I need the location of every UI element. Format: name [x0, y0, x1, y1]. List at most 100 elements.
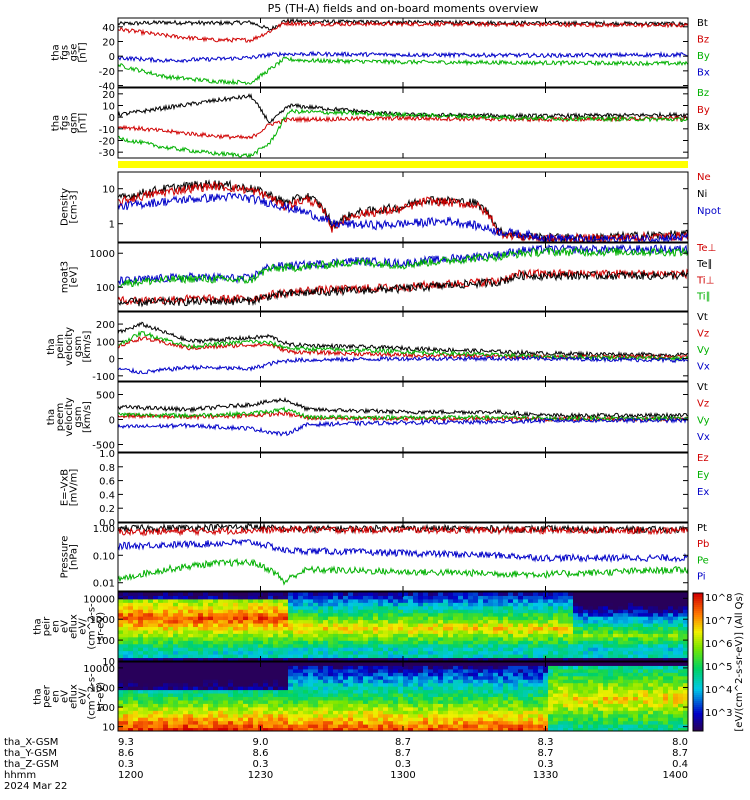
spectrogram-cell [198, 592, 204, 596]
spectrogram-cell [583, 713, 589, 718]
spectrogram-cell [168, 640, 174, 645]
spectrogram-cell [418, 598, 424, 603]
spectrogram-cell [223, 612, 229, 617]
spectrogram-cell [193, 612, 199, 617]
spectrogram-cell [513, 675, 519, 680]
spectrogram-cell [378, 682, 384, 687]
spectrogram-cell [243, 595, 249, 600]
spectrogram-cell [243, 629, 249, 634]
spectrogram-cell [158, 598, 164, 603]
spectrogram-cell [318, 654, 324, 659]
spectrogram-cell [378, 609, 384, 614]
spectrogram-cell [218, 647, 224, 652]
legend-bx: Bx [697, 67, 710, 78]
spectrogram-cell [183, 605, 189, 610]
spectrogram-cell [343, 609, 349, 614]
spectrogram-cell [483, 699, 489, 704]
spectrogram-cell [513, 665, 519, 670]
spectrogram-cell [213, 602, 219, 607]
spectrogram-cell [448, 602, 454, 607]
spectrogram-cell [293, 679, 299, 684]
spectrogram-cell [313, 717, 319, 722]
spectrogram-cell [513, 724, 519, 729]
spectrogram-cell [223, 699, 229, 704]
spectrogram-cell [118, 619, 124, 624]
spectrogram-cell [353, 657, 359, 662]
spectrogram-cell [263, 592, 269, 596]
spectrogram-cell [443, 605, 449, 610]
spectrogram-cell [498, 699, 504, 704]
spectrogram-cell [673, 647, 679, 652]
spectrogram-cell [523, 605, 529, 610]
spectrogram-cell [303, 623, 309, 627]
spectrogram-cell [218, 643, 224, 648]
spectrogram-cell [623, 696, 629, 701]
spectrogram-cell [653, 654, 659, 659]
spectrogram-cell [163, 699, 169, 704]
spectrogram-cell [253, 703, 259, 708]
spectrogram-cell [668, 710, 674, 715]
spectrogram-cell [548, 703, 554, 708]
spectrogram-cell [373, 643, 379, 648]
spectrogram-cell [563, 662, 569, 666]
spectrogram-cell [288, 679, 294, 684]
spectrogram-cell [608, 703, 614, 708]
spectrogram-cell [263, 689, 269, 694]
spectrogram-cell [563, 689, 569, 694]
spectrogram-cell [353, 647, 359, 652]
spectrogram-cell [308, 657, 314, 662]
spectrogram-cell [458, 612, 464, 617]
spectrogram-cell [443, 598, 449, 603]
spectrogram-cell [653, 626, 659, 631]
spectrogram-cell [503, 619, 509, 624]
spectrogram-cell [673, 710, 679, 715]
spectrogram-cell [223, 657, 229, 662]
spectrogram-cell [288, 703, 294, 708]
spectrogram-cell [278, 668, 284, 673]
spectrogram-cell [158, 662, 164, 666]
spectrogram-cell [243, 657, 249, 662]
spectrogram-cell [683, 636, 689, 641]
spectrogram-cell [133, 636, 139, 641]
spectrogram-cell [403, 699, 409, 704]
spectrogram-cell [663, 689, 669, 694]
spectrogram-cell [338, 679, 344, 684]
spectrogram-cell [258, 612, 264, 617]
spectrogram-cell [138, 629, 144, 634]
series-vt-line [117, 396, 688, 420]
spectrogram-cell [153, 713, 159, 718]
spectrogram-cell [463, 633, 469, 638]
spectrogram-cell [183, 629, 189, 634]
spectrogram-cell [318, 693, 324, 697]
spectrogram-cell [318, 602, 324, 607]
spectrogram-cell [388, 675, 394, 680]
spectrogram-cell [633, 636, 639, 641]
spectrogram-cell [493, 699, 499, 704]
spectrogram-cell [393, 636, 399, 641]
spectrogram-cell [558, 623, 564, 627]
spectrogram-cell [523, 616, 529, 621]
spectrogram-cell [298, 710, 304, 715]
y-axis-label: gse [69, 44, 80, 62]
spectrogram-cell [378, 696, 384, 701]
spectrogram-cell [548, 710, 554, 715]
spectrogram-cell [213, 605, 219, 610]
spectrogram-cell [583, 654, 589, 659]
spectrogram-cell [263, 629, 269, 634]
spectrogram-cell [188, 623, 194, 627]
spectrogram-cell [388, 616, 394, 621]
spectrogram-cell [128, 689, 134, 694]
spectrogram-cell [408, 727, 414, 732]
spectrogram-cell [533, 650, 539, 655]
spectrogram-cell [593, 609, 599, 614]
series-pi-line [117, 538, 689, 564]
spectrogram-cell [368, 703, 374, 708]
spectrogram-cell [393, 595, 399, 600]
spectrogram-cell [453, 636, 459, 641]
spectrogram-cell [428, 592, 434, 596]
spectrogram-cell [353, 626, 359, 631]
spectrogram-cell [313, 696, 319, 701]
spectrogram-cell [673, 629, 679, 634]
spectrogram-cell [608, 699, 614, 704]
y-tick-label: 1 [109, 220, 115, 231]
